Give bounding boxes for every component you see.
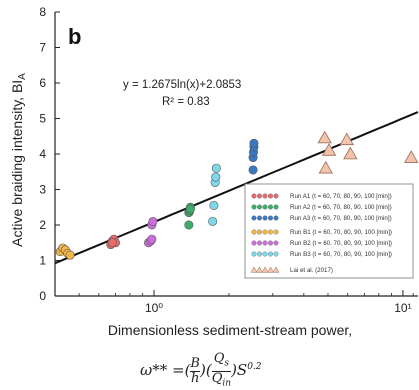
y-tick-label: 2 <box>39 218 46 232</box>
data-point <box>211 172 221 182</box>
series-1 <box>184 202 195 230</box>
legend-marker <box>257 204 263 210</box>
x-tick-label: 10⁰ <box>145 301 163 315</box>
data-point <box>208 216 218 226</box>
legend-marker <box>251 229 257 235</box>
data-point <box>107 238 117 248</box>
y-axis-title: Active braiding intensity, BIA <box>9 73 28 247</box>
legend-marker <box>268 204 274 210</box>
legend-marker <box>273 251 279 257</box>
legend-marker <box>273 229 279 235</box>
legend-marker <box>268 251 274 257</box>
y-axis-title-subscript: A <box>17 73 28 80</box>
data-point <box>184 220 194 230</box>
legend-marker <box>268 240 274 246</box>
legend-marker <box>251 204 257 210</box>
legend-marker <box>272 266 280 273</box>
data-point <box>65 250 75 260</box>
legend-marker <box>273 240 279 246</box>
series-3 <box>55 243 75 260</box>
legend-box <box>244 183 414 279</box>
y-tick-label: 6 <box>39 76 46 90</box>
legend-marker <box>268 193 274 199</box>
data-point <box>185 204 195 214</box>
legend-marker <box>273 215 279 221</box>
legend-label: Run B3 (t = 60, 70, 80, 90, 100 [min]) <box>290 251 392 258</box>
legend-marker <box>262 240 268 246</box>
legend-marker <box>262 251 268 257</box>
axes: 0 1 2 3 4 5 6 7 8 10⁰ 10¹ <box>39 5 418 315</box>
data-point <box>248 165 258 175</box>
series-2 <box>248 138 259 175</box>
data-point <box>147 234 157 244</box>
y-tick-label: 4 <box>39 147 46 161</box>
legend-marker <box>251 215 257 221</box>
legend-marker <box>257 251 263 257</box>
data-point <box>343 146 358 160</box>
y-tick-label: 0 <box>39 289 46 303</box>
legend-marker <box>262 204 268 210</box>
legend-label: Run B2 (t = 60, 70, 80, 90, 100 [min]) <box>290 240 392 247</box>
legend-marker <box>273 204 279 210</box>
legend-marker <box>273 193 279 199</box>
data-point <box>339 132 354 146</box>
legend-marker <box>262 229 268 235</box>
legend-marker <box>250 266 258 273</box>
panel-label: b <box>68 24 81 49</box>
legend-marker <box>257 240 263 246</box>
series-5 <box>208 163 221 226</box>
data-point <box>211 163 221 173</box>
legend: Run A1 (t = 60, 70, 80, 90, 100 [min]) Ru… <box>244 183 414 279</box>
data-point <box>404 150 419 163</box>
legend-label: Run A2 (t = 60, 70, 80, 90, 100 [min]) <box>290 204 392 211</box>
legend-marker <box>256 266 263 273</box>
x-axis-title: Dimensionless sediment-stream power, <box>108 322 352 338</box>
legend-marker <box>267 266 274 273</box>
data-point <box>317 130 332 144</box>
y-tick-label: 5 <box>39 112 46 126</box>
legend-label: Run B1 (t = 60, 70, 80, 90, 100 [min]) <box>290 229 392 236</box>
legend-marker <box>257 215 263 221</box>
data-point <box>148 216 158 226</box>
series-6 <box>317 130 419 174</box>
legend-marker <box>251 193 257 199</box>
legend-marker <box>262 215 268 221</box>
legend-label: Run A1 (t = 60, 70, 80, 90, 100 [min]) <box>290 193 392 200</box>
trendline-equation: y = 1.2675ln(x)+2.0853 <box>123 79 241 91</box>
series-0 <box>106 234 120 250</box>
trendline-r2: R² = 0.83 <box>162 96 210 108</box>
x-tick-label: 10¹ <box>394 301 411 315</box>
plot-area <box>54 111 419 265</box>
legend-marker <box>251 251 257 257</box>
data-point <box>209 200 219 210</box>
legend-label: Lai et al. (2017) <box>290 267 333 274</box>
legend-marker <box>257 229 263 235</box>
data-point <box>249 138 259 148</box>
series-4 <box>143 216 158 248</box>
data-point <box>321 143 337 156</box>
legend-marker <box>268 215 274 221</box>
y-tick-label: 3 <box>39 183 46 197</box>
legend-marker <box>262 193 268 199</box>
legend-marker <box>251 240 257 246</box>
legend-marker <box>268 229 274 235</box>
y-tick-label: 8 <box>39 5 46 19</box>
legend-marker <box>261 266 269 273</box>
y-tick-label: 1 <box>39 254 46 268</box>
y-tick-label: 7 <box>39 41 46 55</box>
data-point <box>318 160 333 174</box>
legend-marker <box>257 193 263 199</box>
legend-label: Run A3 (t = 60, 70, 80, 90, 100 [min]) <box>290 215 392 222</box>
